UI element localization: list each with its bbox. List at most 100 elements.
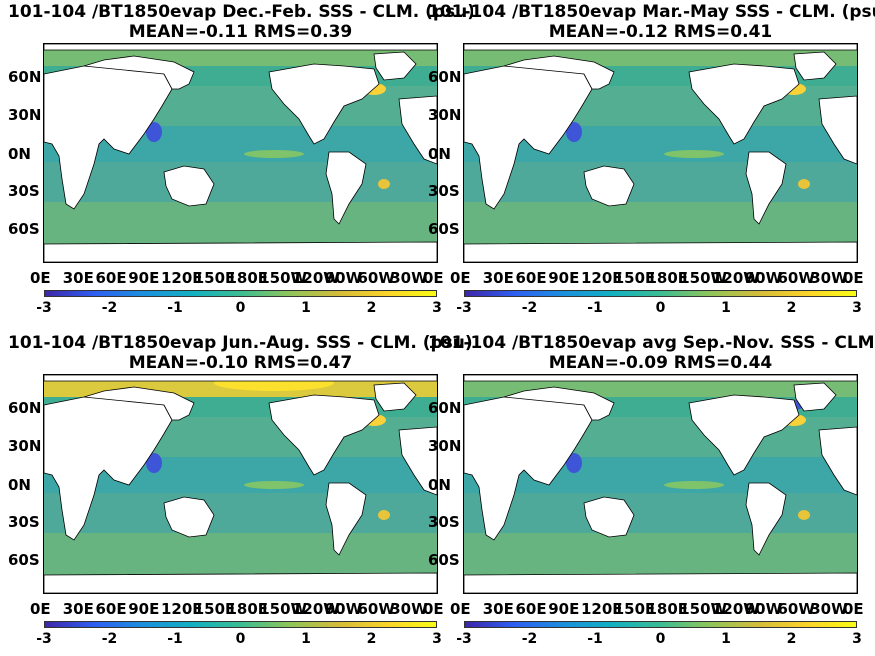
lat-tick-label: 30S — [428, 513, 460, 531]
lon-tick-label: 0E — [843, 600, 864, 618]
colorbar-tick-label: 0 — [235, 300, 246, 316]
colorbar-ticks: -3 -2 -1 0 1 2 3 — [36, 300, 442, 316]
anomaly-patch-2 — [378, 179, 390, 189]
colorbar-tick-label: 3 — [852, 631, 862, 647]
anomaly-patch-3 — [664, 481, 724, 489]
landmass-4 — [793, 382, 837, 412]
ocean-band-4 — [44, 493, 437, 533]
anomaly-patch-1 — [146, 122, 162, 142]
sss-anomaly-map — [44, 44, 437, 262]
anomaly-patch-2 — [798, 510, 810, 520]
lat-tick-label: 0N — [8, 476, 31, 494]
anomaly-patch-3 — [244, 481, 304, 489]
landmass-1 — [503, 386, 615, 421]
landmass-6 — [398, 426, 437, 496]
lon-tick-label: 120W — [712, 600, 760, 618]
colorbar — [464, 621, 857, 628]
landmass-5 — [325, 482, 367, 556]
colorbar-tick-label: -2 — [101, 631, 118, 647]
landmass-6 — [398, 95, 437, 165]
landmass-6 — [818, 426, 857, 496]
landmass-8 — [464, 44, 857, 51]
anomaly-patch-2 — [798, 179, 810, 189]
lon-tick-label: 180E — [226, 600, 269, 618]
ocean-band-5 — [464, 533, 857, 575]
landmass-2 — [163, 496, 215, 538]
landmass-7 — [44, 572, 437, 593]
colorbar-tick-label: -1 — [167, 300, 183, 316]
lon-tick-label: 150W — [259, 600, 308, 618]
lon-tick-label: 150E — [193, 269, 236, 287]
lon-tick-label: 180E — [646, 600, 689, 618]
colorbar-tick-label: 0 — [655, 300, 666, 316]
lon-tick-label: 30W — [390, 600, 428, 618]
landmass-1 — [503, 55, 615, 90]
landmass-7 — [464, 241, 857, 262]
anomaly-patch-1 — [566, 122, 582, 142]
lon-tick-label: 30W — [810, 269, 848, 287]
panel-title: 101-104 /BT1850evap Jun.-Aug. SSS - CLM.… — [8, 333, 473, 353]
colorbar-ticks: -3 -2 -1 0 1 2 3 — [36, 631, 442, 647]
lon-tick-label: 0E — [30, 269, 51, 287]
lon-tick-label: 90W — [324, 600, 363, 618]
colorbar-tick-label: -1 — [167, 631, 183, 647]
lon-tick-label: 60E — [95, 269, 127, 287]
landmass-2 — [163, 165, 215, 207]
lon-tick-label: 120E — [581, 600, 623, 618]
lon-tick-label: 0E — [423, 600, 444, 618]
colorbar-tick-label: -3 — [36, 631, 52, 647]
landmass-3 — [268, 394, 380, 476]
panel-title: 101-104 /BT1850evap avg Sep.-Nov. SSS - … — [428, 333, 875, 353]
lon-tick-label: 120W — [712, 269, 760, 287]
lon-tick-label: 150E — [613, 600, 656, 618]
lon-tick-label: 90E — [128, 269, 160, 287]
landmass-2 — [583, 165, 635, 207]
lon-tick-label: 150E — [193, 600, 236, 618]
lon-tick-label: 150W — [679, 600, 728, 618]
colorbar-tick-label: -1 — [587, 300, 603, 316]
lon-tick-label: 150W — [679, 269, 728, 287]
ocean-band-4 — [44, 162, 437, 202]
colorbar-tick-label: -2 — [521, 300, 538, 316]
lat-tick-label: 30N — [428, 106, 462, 124]
landmass-7 — [44, 241, 437, 262]
map-area — [463, 43, 858, 263]
lat-tick-label: 30N — [8, 106, 42, 124]
colorbar-tick-label: -3 — [456, 631, 472, 647]
colorbar-tick-label: -2 — [521, 631, 538, 647]
lon-tick-label: 30W — [390, 269, 428, 287]
sss-anomaly-map — [464, 375, 857, 593]
colorbar-ticks: -3 -2 -1 0 1 2 3 — [456, 631, 862, 647]
colorbar-tick-label: 2 — [786, 631, 797, 647]
lon-tick-label: 120W — [292, 269, 340, 287]
lat-tick-label: 0N — [428, 145, 451, 163]
landmass-1 — [83, 386, 195, 421]
colorbar-tick-label: 1 — [301, 300, 311, 316]
map-area — [463, 374, 858, 594]
lon-tick-label: 60W — [777, 269, 815, 287]
lon-tick-label: 90E — [128, 600, 160, 618]
landmass-4 — [793, 51, 837, 81]
colorbar-tick-label: 1 — [721, 300, 731, 316]
lon-tick-label: 60W — [357, 600, 395, 618]
landmass-5 — [745, 482, 787, 556]
lat-tick-label: 60N — [8, 68, 42, 86]
lon-tick-label: 60W — [357, 269, 395, 287]
lon-tick-label: 90W — [744, 269, 783, 287]
landmass-5 — [325, 151, 367, 225]
landmass-3 — [268, 63, 380, 145]
lon-tick-label: 120E — [161, 269, 203, 287]
landmass-4 — [373, 51, 417, 81]
landmass-8 — [464, 375, 857, 382]
anomaly-patch-3 — [664, 150, 724, 158]
lon-tick-label: 30E — [482, 269, 514, 287]
lon-tick-label: 30W — [810, 600, 848, 618]
lon-tick-label: 180E — [226, 269, 269, 287]
panel-stats: MEAN=-0.10 RMS=0.47 — [128, 353, 353, 373]
lat-tick-label: 60S — [8, 220, 40, 238]
landmass-7 — [464, 572, 857, 593]
colorbar-tick-label: 0 — [655, 631, 666, 647]
landmass-1 — [83, 55, 195, 90]
lon-tick-label: 90W — [324, 269, 363, 287]
landmass-8 — [44, 44, 437, 51]
